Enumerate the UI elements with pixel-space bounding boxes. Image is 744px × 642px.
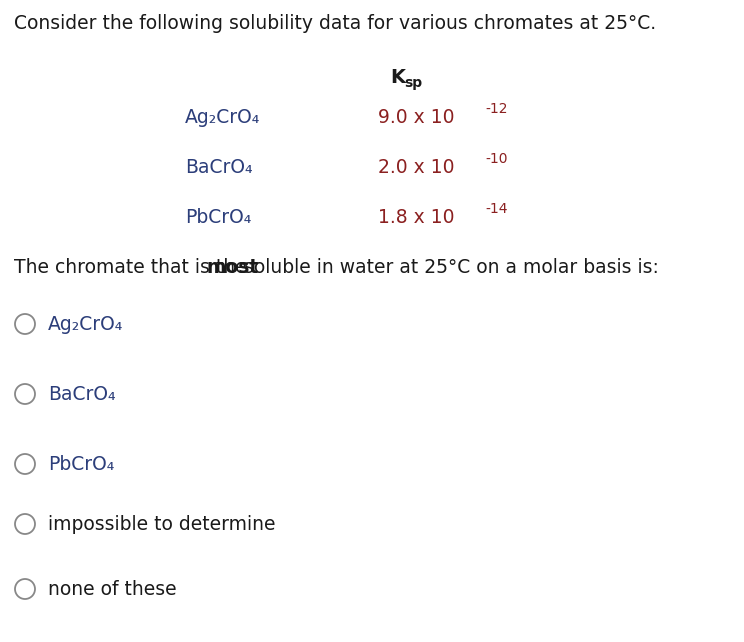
Text: 1.8 x 10: 1.8 x 10 <box>378 208 455 227</box>
Text: PbCrO₄: PbCrO₄ <box>48 455 115 474</box>
Text: 2.0 x 10: 2.0 x 10 <box>378 158 455 177</box>
Text: -12: -12 <box>485 102 507 116</box>
Text: -14: -14 <box>485 202 507 216</box>
Text: Consider the following solubility data for various chromates at 25°C.: Consider the following solubility data f… <box>14 14 656 33</box>
Text: impossible to determine: impossible to determine <box>48 515 275 534</box>
Text: most: most <box>207 258 259 277</box>
Text: Ag₂CrO₄: Ag₂CrO₄ <box>48 315 124 334</box>
Text: PbCrO₄: PbCrO₄ <box>185 208 251 227</box>
Text: none of these: none of these <box>48 580 176 599</box>
Text: -10: -10 <box>485 152 507 166</box>
Text: soluble in water at 25°C on a molar basis is:: soluble in water at 25°C on a molar basi… <box>238 258 659 277</box>
Text: Ag₂CrO₄: Ag₂CrO₄ <box>185 108 260 127</box>
Text: sp: sp <box>404 76 422 90</box>
Text: BaCrO₄: BaCrO₄ <box>48 385 115 404</box>
Text: The chromate that is the: The chromate that is the <box>14 258 253 277</box>
Text: BaCrO₄: BaCrO₄ <box>185 158 253 177</box>
Text: K: K <box>390 68 405 87</box>
Text: 9.0 x 10: 9.0 x 10 <box>378 108 455 127</box>
